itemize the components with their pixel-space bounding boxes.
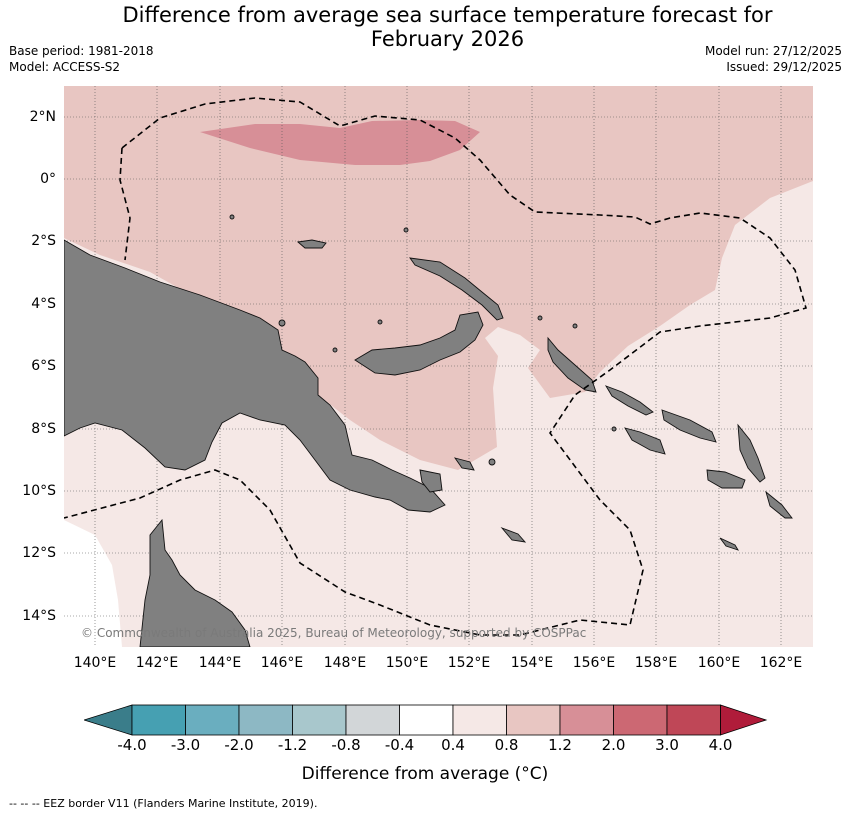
- new-ireland: [409, 257, 504, 321]
- colorbar-tick: 1.2: [548, 736, 572, 754]
- new-britain: [354, 311, 484, 376]
- islet-7: [611, 426, 617, 432]
- model-run: Model run: 27/12/2025: [704, 44, 842, 58]
- bougainville: [547, 336, 597, 393]
- lon-label-146e: 146°E: [260, 655, 304, 671]
- colorbar-swatch: [613, 704, 668, 736]
- lon-label-152e: 152°E: [447, 655, 491, 671]
- karkar-island: [278, 319, 286, 327]
- lon-label-148e: 148°E: [323, 655, 367, 671]
- islet-5: [403, 227, 409, 233]
- lon-label-144e: 144°E: [198, 655, 242, 671]
- islet-4: [229, 214, 235, 220]
- colorbar-label: Difference from average (°C): [301, 764, 549, 784]
- colorbar-arrow-high: [720, 704, 768, 736]
- lon-label-162e: 162°E: [759, 655, 803, 671]
- lat-label-4s: 4°S: [31, 296, 56, 312]
- anomaly-region-high: [200, 120, 480, 165]
- meta-right: Model run: 27/12/2025 Issued: 29/12/2025: [705, 43, 842, 75]
- colorbar-swatch: [292, 704, 347, 736]
- cape-york: [139, 518, 251, 647]
- manus-island: [296, 239, 327, 249]
- meta-left: Base period: 1981-2018 Model: ACCESS-S2: [9, 43, 154, 75]
- lat-label-6s: 6°S: [31, 358, 56, 374]
- makira: [765, 490, 793, 519]
- lon-label-142e: 142°E: [135, 655, 179, 671]
- land-masses: [64, 214, 793, 647]
- lon-label-158e: 158°E: [634, 655, 678, 671]
- model-name: Model: ACCESS-S2: [9, 60, 121, 74]
- colorbar-tick: -3.0: [170, 736, 201, 754]
- colorbar-arrow-low: [84, 704, 133, 736]
- colorbar-swatch: [131, 704, 186, 736]
- anomaly-region-neutral: [64, 520, 122, 647]
- lat-label-10s: 10°S: [22, 483, 56, 499]
- rossel-island: [500, 526, 527, 543]
- colorbar-tick: -4.0: [117, 736, 147, 754]
- colorbar-swatch: [452, 704, 507, 736]
- santa-isabel: [661, 409, 717, 443]
- colorbar-tick: 0.4: [441, 736, 465, 754]
- islet-2: [537, 315, 543, 321]
- eez-legend: -- -- -- EEZ border V11 (Flanders Marine…: [9, 797, 318, 810]
- colorbar-swatch: [345, 704, 400, 736]
- colorbar-swatch: [185, 704, 240, 736]
- lat-label-12s: 12°S: [22, 545, 56, 561]
- title-line-1: Difference from average sea surface temp…: [122, 3, 773, 27]
- colorbar-tick: -0.4: [384, 736, 415, 754]
- eez-border: [64, 97, 807, 636]
- new-georgia: [624, 427, 666, 455]
- colorbar-tick: -2.0: [224, 736, 254, 754]
- colorbar: [84, 704, 768, 736]
- lon-label-160e: 160°E: [697, 655, 741, 671]
- colorbar-tick: 2.0: [601, 736, 626, 754]
- colorbar-tick: 0.8: [494, 736, 519, 754]
- colorbar-tick: 3.0: [655, 736, 679, 754]
- colorbar-swatch: [666, 704, 721, 736]
- choiseul: [604, 385, 654, 416]
- sst-map: [64, 86, 813, 647]
- lon-label-140e: 140°E: [73, 655, 117, 671]
- title-line-2: February 2026: [370, 27, 525, 51]
- colorbar-swatch: [238, 704, 293, 736]
- lon-label-150e: 150°E: [385, 655, 429, 671]
- base-period: Base period: 1981-2018: [9, 44, 154, 58]
- map-frame: [64, 86, 813, 647]
- chart-title: Difference from average sea surface temp…: [0, 3, 850, 51]
- lat-label-0: 0°: [40, 171, 56, 187]
- islet-1: [377, 319, 383, 325]
- malaita: [737, 423, 766, 483]
- graticule: [64, 86, 813, 647]
- lat-label-14s: 14°S: [22, 608, 56, 624]
- colorbar-tick: 4.0: [708, 736, 733, 754]
- fergusson-island: [419, 469, 443, 493]
- lat-label-2n: 2°N: [29, 109, 56, 125]
- copyright-notice: © Commonwealth of Australia 2025, Bureau…: [81, 626, 587, 640]
- colorbar-swatch: [506, 704, 561, 736]
- woodlark-island: [453, 457, 475, 471]
- lon-label-154e: 154°E: [510, 655, 554, 671]
- lat-label-2s: 2°S: [31, 233, 56, 249]
- islet-8: [332, 347, 338, 353]
- colorbar-tick: -1.2: [277, 736, 308, 754]
- islet-3: [572, 323, 578, 329]
- lon-label-156e: 156°E: [572, 655, 616, 671]
- colorbar-tick: -0.8: [331, 736, 361, 754]
- islet-6: [488, 458, 496, 466]
- lat-label-8s: 8°S: [31, 421, 56, 437]
- colorbar-swatch: [559, 704, 614, 736]
- guadalcanal: [706, 469, 746, 489]
- new-guinea: [64, 239, 446, 513]
- rennell-island: [719, 537, 740, 551]
- anomaly-region-mid: [64, 86, 813, 470]
- issued-date: Issued: 29/12/2025: [726, 60, 842, 74]
- colorbar-swatch: [399, 704, 454, 736]
